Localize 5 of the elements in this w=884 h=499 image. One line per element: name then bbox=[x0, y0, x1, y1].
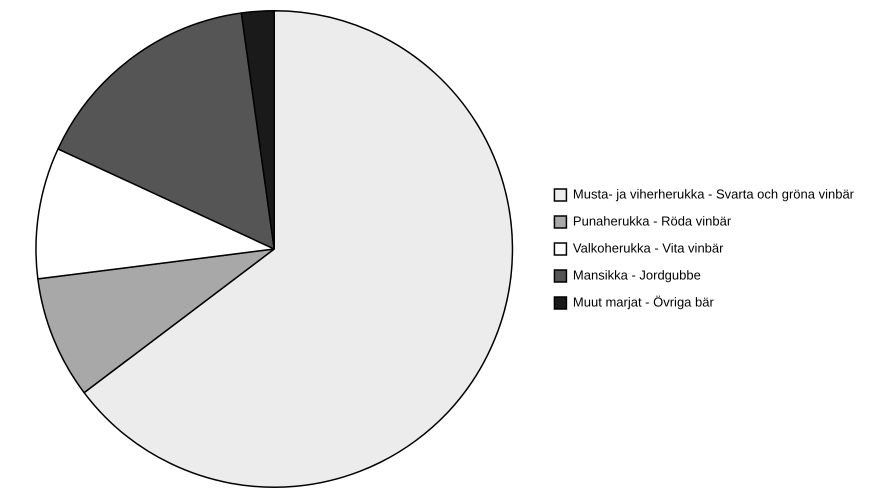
legend-label: Valkoherukka - Vita vinbär bbox=[572, 240, 724, 256]
legend-label: Muut marjat - Övriga bär bbox=[572, 294, 714, 310]
legend-label: Musta- ja viherherukka - Svarta och gröna vinbär bbox=[572, 186, 855, 202]
legend-label: Punaherukka - Röda vinbär bbox=[572, 214, 732, 229]
legend-label: Mansikka - Jordgubbe bbox=[572, 268, 701, 283]
